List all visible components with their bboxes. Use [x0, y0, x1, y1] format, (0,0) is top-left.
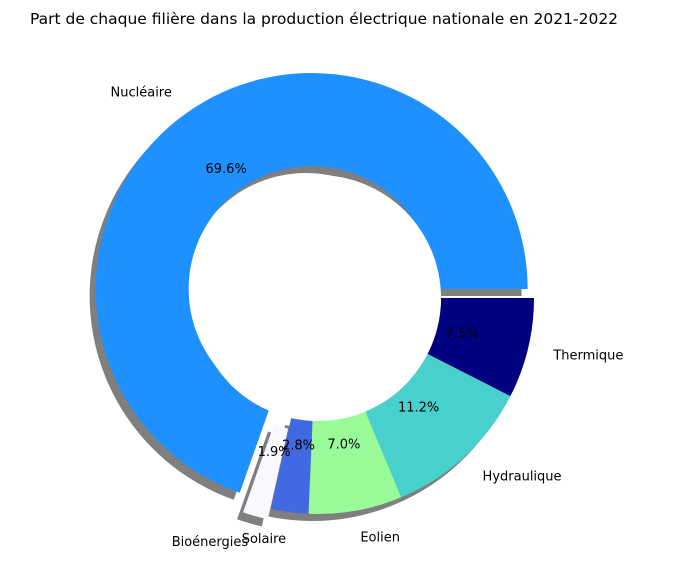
donut-hole [195, 175, 441, 421]
category-label: Bioénergies [172, 535, 249, 550]
slice-eolien [308, 411, 402, 514]
category-label: Thermique [552, 348, 623, 363]
percent-label: 7.0% [327, 438, 360, 453]
slice-thermique [427, 298, 534, 397]
slice-solaire [270, 418, 313, 514]
slice-bioenergies [243, 424, 289, 520]
category-label: Hydraulique [483, 469, 562, 484]
percent-label: 7.5% [445, 327, 478, 342]
percent-label: 1.9% [258, 445, 291, 460]
slice-hydraulique [365, 353, 511, 498]
slice-nucleaire [95, 73, 528, 493]
category-label: Eolien [360, 530, 400, 545]
category-label: Solaire [242, 532, 286, 547]
chart-title: Part de chaque filière dans la productio… [30, 10, 618, 28]
percent-label: 2.8% [282, 439, 315, 454]
percent-label: 11.2% [398, 401, 439, 416]
category-label: Nucléaire [111, 85, 172, 100]
percent-label: 69.6% [206, 162, 247, 177]
slices [95, 73, 534, 520]
labels: Nucléaire 69.6% Bioénergies 1.9% Solaire 2.8%… [111, 85, 624, 550]
